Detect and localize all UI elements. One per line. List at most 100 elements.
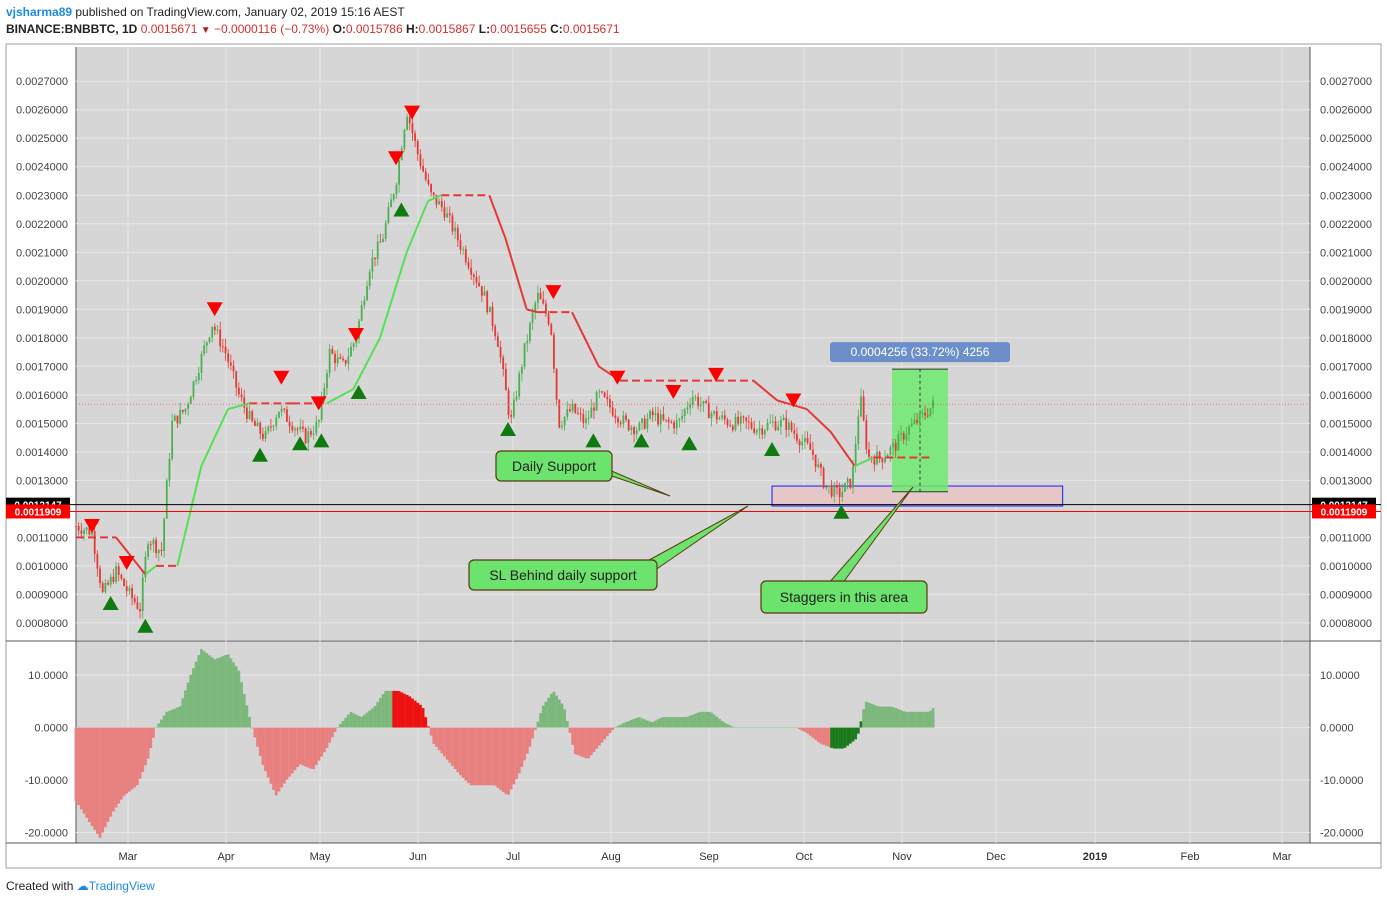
candle-body <box>422 165 424 172</box>
osc-bar <box>346 714 350 728</box>
y-tick-label-right: 0.0015000 <box>1320 418 1372 430</box>
candle-body <box>123 578 125 587</box>
osc-bar <box>648 721 652 728</box>
candle-body <box>806 438 809 443</box>
osc-bar <box>381 694 385 728</box>
candle-body <box>820 464 822 469</box>
tradingview-brand-link[interactable]: TradingView <box>88 879 155 893</box>
trend-segment <box>352 337 381 390</box>
candle-body <box>617 417 619 423</box>
osc-bar <box>341 720 345 728</box>
osc-bar <box>547 697 550 728</box>
trend-segment <box>227 402 250 411</box>
osc-bar <box>659 718 663 728</box>
osc-bar <box>306 727 310 768</box>
osc-bar <box>464 727 468 781</box>
sell-arrow-icon <box>665 384 682 399</box>
candle-body <box>587 417 590 419</box>
candle-body <box>737 416 740 424</box>
osc-bar <box>461 727 465 778</box>
osc-bar <box>427 726 430 728</box>
change-value: −0.0000116 (−0.73%) <box>214 22 330 36</box>
annotation-callout: Daily Support <box>495 450 671 497</box>
candle-body <box>107 582 109 585</box>
sell-arrow-icon <box>708 367 725 382</box>
osc-bar <box>739 727 743 729</box>
candle-body <box>334 353 336 364</box>
signal-markers <box>84 105 850 633</box>
candle-body <box>774 421 777 431</box>
candle-body <box>109 576 112 585</box>
candle-body <box>659 414 662 425</box>
candle-body <box>454 227 457 232</box>
osc-bar <box>702 711 705 728</box>
candle-body <box>304 428 307 444</box>
candle-body <box>427 179 430 185</box>
candle-body <box>710 413 713 419</box>
osc-bar <box>176 707 179 728</box>
osc-bar <box>125 727 129 794</box>
candle-body <box>248 411 251 419</box>
candle-body <box>574 403 577 413</box>
candle-body <box>339 357 342 359</box>
tradingview-logo-icon: ☁ <box>76 879 89 893</box>
candle-body <box>881 458 884 463</box>
candle-body <box>171 420 174 459</box>
open-value: 0.0015786 <box>345 22 403 36</box>
osc-bar <box>824 727 828 746</box>
osc-bar <box>114 727 118 808</box>
candle-body <box>104 582 107 592</box>
candle-body <box>179 409 182 424</box>
osc-bar <box>656 719 660 728</box>
y-tick-label-left: 0.0009000 <box>16 589 68 601</box>
osc-bar <box>74 727 78 802</box>
candle-body <box>894 443 897 451</box>
candle-body <box>488 306 491 313</box>
y-tick-label-right: 0.0014000 <box>1320 447 1372 459</box>
y-tick-label-left: 0.0020000 <box>16 276 68 288</box>
candle-body <box>144 556 147 578</box>
osc-bar <box>451 727 454 766</box>
osc-y-tick-label-right: -20.0000 <box>1320 828 1363 840</box>
candle-body <box>766 423 769 430</box>
candle-body <box>603 392 606 397</box>
trend-segment <box>805 408 832 433</box>
osc-bar <box>459 727 462 776</box>
osc-bar <box>248 716 251 728</box>
candle-body <box>918 413 921 423</box>
osc-bar <box>800 727 804 731</box>
candle-body <box>275 417 278 426</box>
osc-bar <box>258 727 262 756</box>
candle-body <box>189 396 192 404</box>
candle-body <box>531 312 534 324</box>
y-tick-label-right: 0.0021000 <box>1320 247 1372 259</box>
osc-bar <box>333 727 337 733</box>
osc-bar <box>440 727 444 754</box>
candle-body <box>825 486 828 488</box>
osc-bar <box>437 727 441 751</box>
candle-body <box>133 598 136 603</box>
candle-body <box>654 413 657 416</box>
osc-bar <box>354 714 358 728</box>
candle-body <box>694 396 697 398</box>
osc-bar <box>848 727 852 744</box>
osc-bar <box>432 727 436 744</box>
candle-body <box>924 412 926 416</box>
candle-body <box>101 583 104 592</box>
candle-body <box>494 326 497 337</box>
author-link[interactable]: vjsharma89 <box>6 5 73 19</box>
osc-bar <box>846 727 850 746</box>
osc-bar <box>678 717 681 728</box>
osc-bar <box>133 727 137 788</box>
low-value: 0.0015655 <box>490 22 547 36</box>
osc-bar <box>98 727 102 838</box>
candle-body <box>390 199 392 208</box>
sell-arrow-icon <box>84 518 101 533</box>
candle-body <box>256 422 259 427</box>
candle-body <box>416 141 419 155</box>
osc-bar <box>82 727 86 814</box>
candle-body <box>125 586 128 592</box>
candle-body <box>547 313 550 325</box>
candle-body <box>342 358 344 361</box>
